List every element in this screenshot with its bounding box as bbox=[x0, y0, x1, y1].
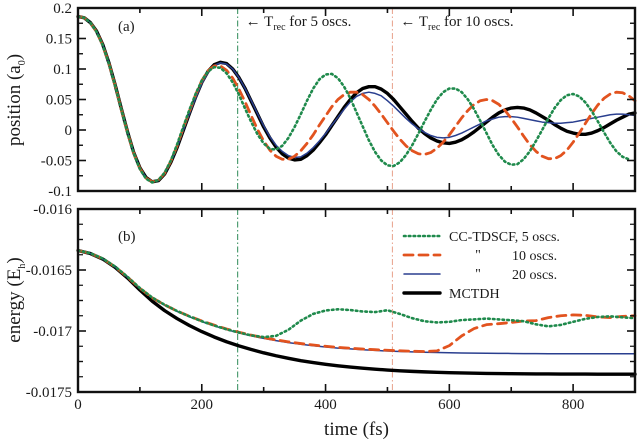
y-tick-label: -0.0175 bbox=[26, 385, 72, 401]
panel-b-label: (b) bbox=[118, 229, 136, 245]
y-tick-label: -0.017 bbox=[33, 324, 72, 340]
panel-a-position-vs-time: -0.1 -0.05 0 0.05 0.1 0.15 0.2 bbox=[41, 1, 637, 200]
panel-a-label: (a) bbox=[118, 19, 135, 35]
legend-label: 10 oscs. bbox=[512, 249, 557, 264]
svg-text:position (a0): position (a0) bbox=[4, 54, 28, 146]
legend-label: MCTDH bbox=[449, 287, 500, 302]
x-tick-label: 0 bbox=[74, 397, 82, 413]
x-tick-label: 600 bbox=[438, 397, 461, 413]
series-line bbox=[76, 15, 631, 184]
y-tick-label: -0.1 bbox=[48, 184, 72, 200]
y-tick-label: 0.2 bbox=[53, 1, 72, 17]
x-tick-label: 400 bbox=[314, 397, 337, 413]
y-tick-label: 0.05 bbox=[46, 93, 72, 109]
trec-annotation: ← Trec for 5 oscs. bbox=[246, 14, 352, 33]
y-tick-label: -0.0165 bbox=[26, 263, 72, 279]
series-line bbox=[76, 249, 637, 339]
svg-text:energy (Eh): energy (Eh) bbox=[4, 257, 28, 342]
y-axis-label-position: position (a0) bbox=[4, 54, 28, 146]
y-tick-label: 0.1 bbox=[53, 62, 72, 78]
x-axis-label: time (fs) bbox=[324, 419, 389, 439]
panel-b-energy-vs-time: -0.0175 -0.017 -0.0165 -0.016 bbox=[26, 202, 637, 401]
legend-ditto-mark: " bbox=[475, 248, 481, 263]
figure-labels: 0 200 400 600 800 time (fs) position (a0) energ… bbox=[4, 14, 584, 439]
x-tick-label: 200 bbox=[191, 397, 214, 413]
y-tick-label: -0.05 bbox=[41, 154, 72, 170]
y-axis-label-energy: energy (Eh) bbox=[4, 257, 28, 342]
legend-label: CC-TDSCF, 5 oscs. bbox=[449, 230, 560, 245]
x-tick-label: 800 bbox=[562, 397, 585, 413]
y-tick-label: 0 bbox=[65, 123, 73, 139]
legend-ditto-mark: " bbox=[475, 267, 481, 282]
legend-label: 20 oscs. bbox=[512, 268, 557, 283]
y-tick-label: -0.016 bbox=[33, 202, 72, 218]
series-line bbox=[76, 248, 637, 376]
trec-annotation: ← Trec for 10 oscs. bbox=[400, 14, 513, 33]
y-tick-label: 0.15 bbox=[46, 32, 72, 48]
